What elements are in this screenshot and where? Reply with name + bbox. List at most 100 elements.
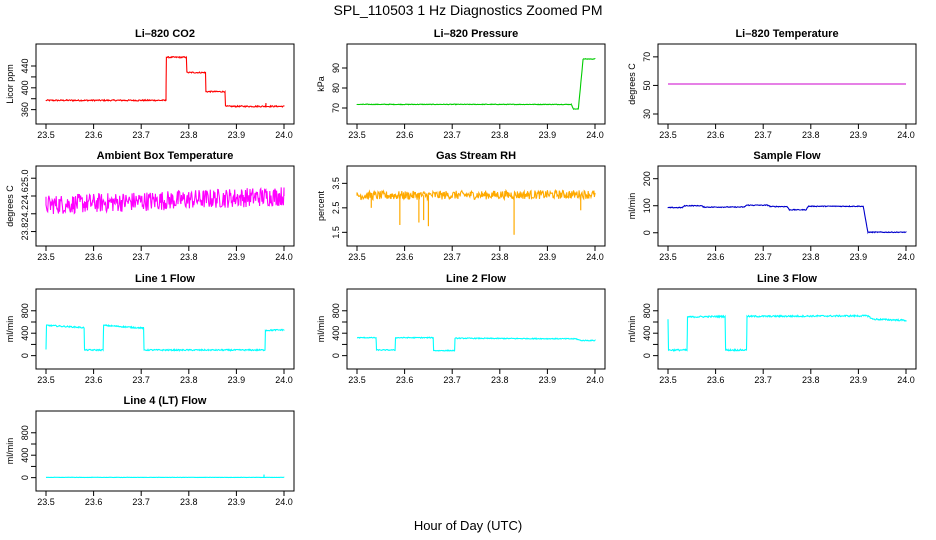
x-tick-label: 24.0 [586, 375, 604, 385]
x-tick-label: 24.0 [275, 375, 293, 385]
x-axis-label: Hour of Day (UTC) [413, 518, 523, 533]
y-tick-label: 400 [20, 80, 30, 95]
main-title: SPL_110503 1 Hz Diagnostics Zoomed PM [333, 2, 603, 18]
y-axis-label: ml/min [5, 316, 15, 343]
x-tick-label: 23.7 [132, 375, 150, 385]
y-tick-label: 2.5 [331, 202, 341, 215]
x-tick-label: 24.0 [586, 130, 604, 140]
x-tick-label: 23.7 [754, 252, 772, 262]
y-tick-label: 70 [331, 103, 341, 113]
plot-frame [35, 410, 295, 492]
y-tick-label: 100 [642, 198, 652, 213]
y-axis-label: ml/min [627, 193, 637, 220]
x-tick-label: 24.0 [586, 252, 604, 262]
panel-7: Line 1 Flow 23.5 23.6 23.7 23.8 23.9 24.0 0 400 8… [5, 273, 295, 385]
x-tick-label: 23.8 [802, 375, 820, 385]
panel-title: Line 4 (LT) Flow [124, 395, 207, 407]
x-tick-label: 23.6 [85, 497, 103, 507]
y-tick-label: 800 [331, 303, 341, 318]
data-series [356, 58, 596, 111]
y-tick-label: 24.6 [20, 187, 30, 205]
y-tick-label: 800 [20, 303, 30, 318]
x-tick-label: 23.7 [443, 252, 461, 262]
y-tick-label: 0 [20, 353, 30, 358]
y-tick-label: 50 [642, 80, 652, 90]
panel-title: Sample Flow [753, 150, 821, 162]
x-tick-label: 23.7 [132, 130, 150, 140]
y-tick-label: 0 [642, 353, 652, 358]
x-tick-label: 23.5 [37, 375, 55, 385]
y-tick-label: 70 [642, 52, 652, 62]
x-tick-label: 23.7 [443, 130, 461, 140]
x-tick-label: 23.9 [850, 252, 868, 262]
y-axis-label: degrees C [5, 185, 15, 227]
x-tick-label: 23.9 [539, 130, 557, 140]
x-tick-label: 23.8 [802, 130, 820, 140]
x-tick-label: 24.0 [275, 130, 293, 140]
y-axis-label: ml/min [5, 438, 15, 465]
y-axis-label: kPa [316, 76, 326, 92]
x-tick-label: 23.6 [85, 375, 103, 385]
plot-frame [657, 43, 917, 125]
y-tick-label: 30 [642, 109, 652, 119]
x-tick-label: 23.7 [754, 375, 772, 385]
x-tick-label: 23.6 [707, 375, 725, 385]
x-tick-label: 23.7 [132, 497, 150, 507]
x-tick-label: 23.8 [491, 375, 509, 385]
y-tick-label: 80 [331, 83, 341, 93]
y-tick-label: 90 [331, 63, 341, 73]
x-tick-label: 23.9 [228, 130, 246, 140]
x-tick-label: 23.5 [37, 130, 55, 140]
x-tick-label: 24.0 [897, 375, 915, 385]
x-tick-label: 23.8 [180, 375, 198, 385]
panel-1: Li–820 CO2 23.5 23.6 23.7 23.8 23.9 24.0 360 400… [5, 28, 295, 140]
x-tick-label: 23.7 [132, 252, 150, 262]
x-tick-label: 23.9 [850, 375, 868, 385]
x-tick-label: 23.7 [443, 375, 461, 385]
x-tick-label: 23.8 [802, 252, 820, 262]
panel-title: Gas Stream RH [436, 150, 516, 162]
panel-title: Li–820 CO2 [135, 28, 195, 40]
y-tick-label: 800 [20, 425, 30, 440]
y-axis-label: percent [316, 190, 326, 221]
panel-title: Line 1 Flow [135, 273, 195, 285]
panel-5: Gas Stream RH 23.5 23.6 23.7 23.8 23.9 24.0 1.5… [316, 150, 606, 262]
panel-10: Line 4 (LT) Flow 23.5 23.6 23.7 23.8 23.9 24.0… [5, 395, 295, 507]
panel-6: Sample Flow 23.5 23.6 23.7 23.8 23.9 24.0 0 100 2… [627, 150, 917, 262]
x-tick-label: 23.5 [37, 497, 55, 507]
plot-frame [346, 43, 606, 125]
panel-3: Li–820 Temperature 23.5 23.6 23.7 23.8 23.9 24… [627, 28, 917, 140]
x-tick-label: 23.6 [707, 252, 725, 262]
y-tick-label: 23.8 [20, 223, 30, 241]
y-tick-label: 0 [331, 353, 341, 358]
x-tick-label: 24.0 [275, 497, 293, 507]
panel-9: Line 3 Flow 23.5 23.6 23.7 23.8 23.9 24.0 0 400 8… [627, 273, 917, 385]
y-tick-label: 0 [20, 475, 30, 480]
y-tick-label: 400 [642, 326, 652, 341]
panel-2: Li–820 Pressure 23.5 23.6 23.7 23.8 23.9 24.0 7… [316, 28, 606, 140]
x-tick-label: 23.6 [85, 252, 103, 262]
x-tick-label: 23.9 [228, 252, 246, 262]
data-series [45, 187, 285, 215]
data-series [667, 314, 907, 353]
data-series [45, 323, 285, 352]
x-tick-label: 23.9 [539, 252, 557, 262]
y-tick-label: 24.2 [20, 205, 30, 223]
plot-frame [346, 288, 606, 370]
x-tick-label: 23.9 [228, 497, 246, 507]
y-axis-label: Licor ppm [5, 64, 15, 104]
x-tick-label: 23.9 [539, 375, 557, 385]
x-tick-label: 23.5 [348, 375, 366, 385]
x-tick-label: 23.6 [396, 130, 414, 140]
x-tick-label: 23.8 [491, 130, 509, 140]
panel-title: Li–820 Pressure [434, 28, 518, 40]
panel-title: Line 2 Flow [446, 273, 506, 285]
y-tick-label: 0 [642, 230, 652, 235]
y-tick-label: 200 [642, 171, 652, 186]
data-series [45, 55, 285, 108]
plot-frame [35, 288, 295, 370]
x-tick-label: 23.5 [659, 252, 677, 262]
y-tick-label: 360 [20, 102, 30, 117]
x-tick-label: 23.8 [180, 130, 198, 140]
